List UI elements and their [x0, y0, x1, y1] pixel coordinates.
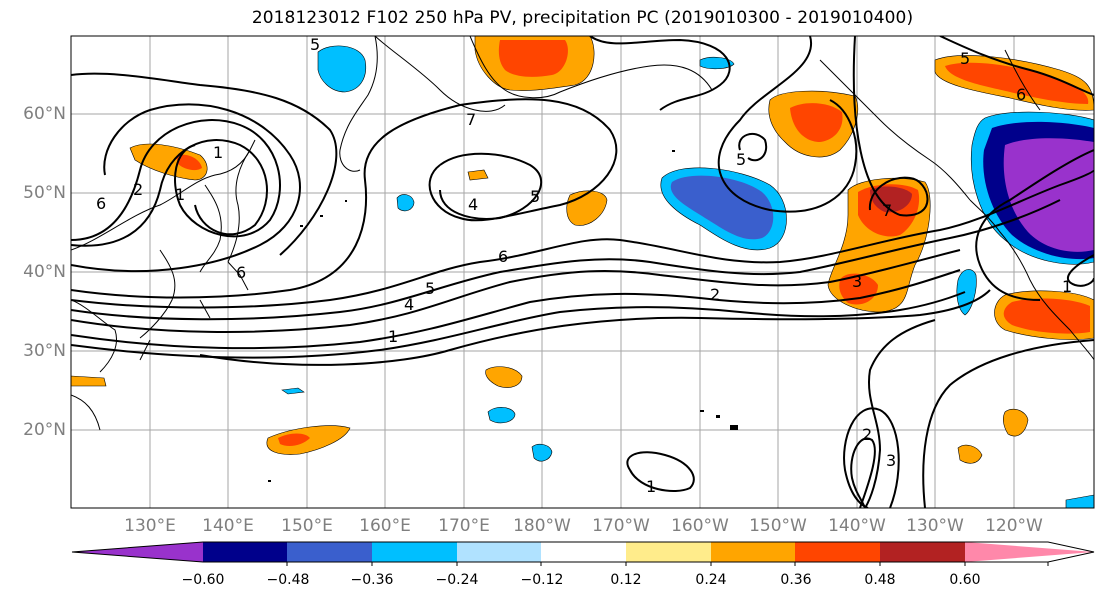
contour-label: 5 [960, 49, 970, 68]
lon-label: 170°E [438, 516, 490, 536]
contour-labels: 6 1 2 5 7 4 5 6 4 5 1 2 3 7 5 6 1 2 3 1 … [96, 35, 1072, 496]
lon-label: 150°W [749, 516, 807, 536]
colorbar-tick: −0.48 [266, 572, 310, 588]
lat-label: 20°N [23, 420, 66, 440]
contour-label: 1 [1062, 277, 1072, 296]
contour-label: 6 [236, 263, 246, 282]
colorbar-tick: 0.60 [949, 572, 981, 588]
colorbar-tick: −0.36 [350, 572, 394, 588]
colorbar-tick: 0.36 [780, 572, 812, 588]
contour-label: 7 [466, 110, 476, 129]
contour-label: 7 [882, 201, 892, 220]
colorbar-tick: 0.48 [864, 572, 896, 588]
lat-label: 60°N [23, 104, 66, 124]
lon-label: 150°E [281, 516, 333, 536]
contour-label: 4 [404, 295, 414, 314]
chart-title: 2018123012 F102 250 hPa PV, precipitatio… [251, 8, 914, 28]
lon-label: 140°E [202, 516, 254, 536]
contour-label: 1 [213, 143, 223, 162]
contour-label: 6 [96, 194, 106, 213]
contour-label: 2 [133, 180, 143, 199]
colorbar-tick: −0.12 [520, 572, 564, 588]
map-frame [70, 35, 1095, 509]
lat-label: 40°N [23, 262, 66, 282]
contour-label: 5 [425, 279, 435, 298]
contour-label: 2 [862, 425, 872, 444]
contour-label: 5 [736, 150, 746, 169]
contour-label: 1 [646, 477, 656, 496]
contour-label: 3 [852, 272, 862, 291]
lon-label: 140°W [828, 516, 886, 536]
colorbar-tick: 0.24 [695, 572, 727, 588]
contour-label: 2 [710, 285, 720, 304]
precip-kamchatka-blue [317, 45, 366, 93]
precip-fills [71, 36, 1094, 508]
contour-label: 5 [310, 35, 320, 54]
lat-label: 30°N [23, 341, 66, 361]
lat-label: 50°N [23, 183, 66, 203]
contour-label: 1 [175, 185, 185, 204]
contour-label: 4 [468, 195, 478, 214]
lon-label: 180°W [513, 516, 571, 536]
contour-label: 6 [498, 247, 508, 266]
lon-label: 130°E [124, 516, 176, 536]
lon-label: 130°W [906, 516, 964, 536]
lon-label: 160°E [359, 516, 411, 536]
lon-label: 170°W [592, 516, 650, 536]
pv-contours [71, 36, 1094, 508]
contour-label: 6 [1016, 85, 1026, 104]
colorbar-tick: −0.24 [435, 572, 479, 588]
contour-label: 3 [886, 451, 896, 470]
colorbar-tick: −0.60 [181, 572, 225, 588]
contour-label: 1 [388, 327, 398, 346]
islands [268, 150, 738, 482]
colorbar-tick: 0.12 [610, 572, 642, 588]
lon-label: 160°W [671, 516, 729, 536]
contour-label: 5 [530, 187, 540, 206]
lon-label: 120°W [985, 516, 1043, 536]
